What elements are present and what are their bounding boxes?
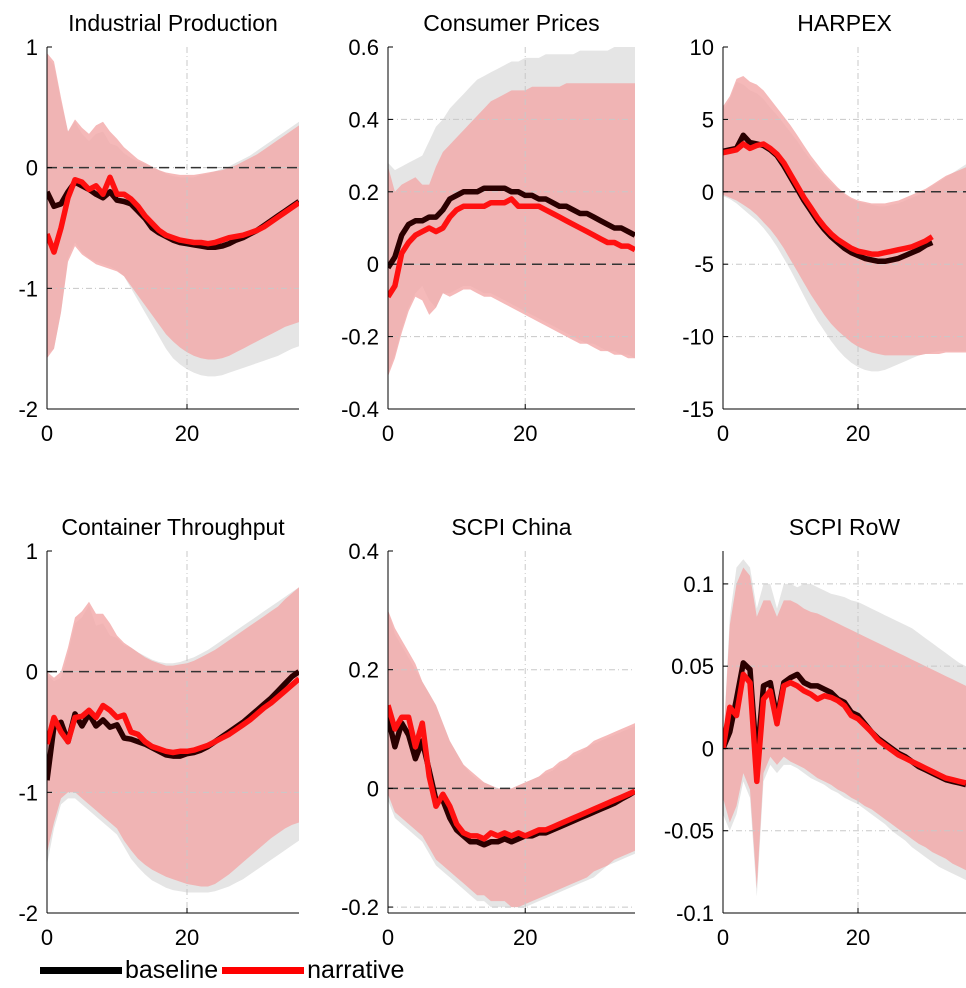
x-tick-label: 20 bbox=[513, 421, 537, 446]
y-tick-label: 0 bbox=[367, 776, 379, 801]
y-tick-label: 0.2 bbox=[348, 658, 379, 683]
y-tick-label: 0.05 bbox=[671, 654, 714, 679]
y-tick-label: 0.6 bbox=[348, 35, 379, 60]
y-tick-label: 0.1 bbox=[683, 572, 714, 597]
x-tick-label: 20 bbox=[846, 421, 870, 446]
y-tick-label: -10 bbox=[682, 325, 714, 350]
band-narrative bbox=[47, 53, 299, 360]
legend-swatch-baseline bbox=[40, 966, 122, 974]
x-tick-label: 20 bbox=[513, 925, 537, 950]
chart-panel-4: 0 20 -2 -1 0 1 Container Throughput bbox=[18, 514, 299, 950]
y-tick-label: -1 bbox=[18, 276, 38, 301]
series-line-narrative bbox=[47, 676, 299, 756]
x-tick-label: 0 bbox=[41, 925, 53, 950]
x-tick-label: 0 bbox=[717, 925, 729, 950]
chart-title: Consumer Prices bbox=[423, 10, 599, 36]
y-tick-label: -0.4 bbox=[341, 397, 379, 422]
y-tick-label: -0.2 bbox=[341, 325, 379, 350]
y-tick-label: 1 bbox=[26, 35, 38, 60]
chart-panel-1: 0 20 -2 -1 0 1 Industrial Production bbox=[18, 10, 299, 446]
series-line-narrative bbox=[47, 174, 299, 255]
y-tick-label: -0.2 bbox=[341, 895, 379, 920]
band-narrative bbox=[723, 76, 966, 356]
y-tick-label: -1 bbox=[18, 780, 38, 805]
y-tick-label: -5 bbox=[694, 252, 714, 277]
legend-item-narrative: narrative bbox=[222, 956, 404, 985]
x-tick-label: 0 bbox=[382, 421, 394, 446]
y-tick-label: 0 bbox=[702, 736, 714, 761]
legend-label-narrative: narrative bbox=[307, 955, 405, 984]
x-tick-label: 0 bbox=[41, 421, 53, 446]
chart-title: HARPEX bbox=[797, 10, 892, 36]
chart-title: SCPI RoW bbox=[789, 514, 900, 540]
y-tick-label: 0.4 bbox=[348, 107, 379, 132]
plot-area bbox=[388, 47, 635, 409]
x-tick-label: 0 bbox=[382, 925, 394, 950]
y-tick-label: 0 bbox=[26, 156, 38, 181]
series-line-narrative bbox=[388, 704, 635, 842]
y-tick-label: 10 bbox=[690, 35, 714, 60]
chart-panel-3: 0 20 -15 -10 -5 0 5 10 HARPEX bbox=[682, 10, 966, 446]
chart-title: SCPI China bbox=[451, 514, 571, 540]
series-line-narrative bbox=[723, 141, 934, 257]
y-tick-label: 0 bbox=[702, 180, 714, 205]
chart-panel-6: 0 20 -0.1 -0.05 0 0.05 0.1 SCPI RoW bbox=[664, 514, 966, 950]
y-tick-label: 0 bbox=[367, 252, 379, 277]
plot-area bbox=[47, 551, 299, 913]
plot-area bbox=[723, 47, 966, 409]
y-tick-label: 0 bbox=[26, 660, 38, 685]
x-tick-label: 20 bbox=[175, 421, 199, 446]
band-narrative bbox=[388, 83, 635, 377]
legend: baseline narrative bbox=[40, 955, 408, 985]
series-line-narrative bbox=[723, 671, 966, 786]
chart-panel-2: 0 20 -0.4 -0.2 0 0.2 0.4 0.6 Consumer Prices bbox=[341, 10, 635, 446]
legend-item-baseline: baseline bbox=[40, 956, 218, 985]
y-tick-label: 0.2 bbox=[348, 180, 379, 205]
y-tick-label: 5 bbox=[702, 107, 714, 132]
y-tick-label: -15 bbox=[682, 397, 714, 422]
y-tick-label: 1 bbox=[26, 539, 38, 564]
plot-area bbox=[723, 551, 966, 913]
y-tick-label: -0.05 bbox=[664, 819, 714, 844]
chart-title: Industrial Production bbox=[68, 10, 278, 36]
plot-area bbox=[47, 47, 299, 409]
chart-title: Container Throughput bbox=[61, 514, 285, 540]
band-narrative bbox=[388, 610, 635, 908]
y-tick-label: 0.4 bbox=[348, 539, 379, 564]
legend-swatch-narrative bbox=[222, 966, 305, 974]
y-tick-label: -0.1 bbox=[676, 901, 714, 926]
legend-label-baseline: baseline bbox=[125, 955, 219, 984]
y-tick-label: -2 bbox=[18, 901, 38, 926]
band-narrative bbox=[723, 567, 966, 889]
x-tick-label: 20 bbox=[175, 925, 199, 950]
plot-area bbox=[388, 551, 635, 913]
y-tick-label: -2 bbox=[18, 397, 38, 422]
x-tick-label: 20 bbox=[846, 925, 870, 950]
series-line-baseline bbox=[388, 185, 635, 270]
band-narrative bbox=[47, 587, 299, 887]
series-line-narrative bbox=[388, 196, 635, 299]
x-tick-label: 0 bbox=[717, 421, 729, 446]
